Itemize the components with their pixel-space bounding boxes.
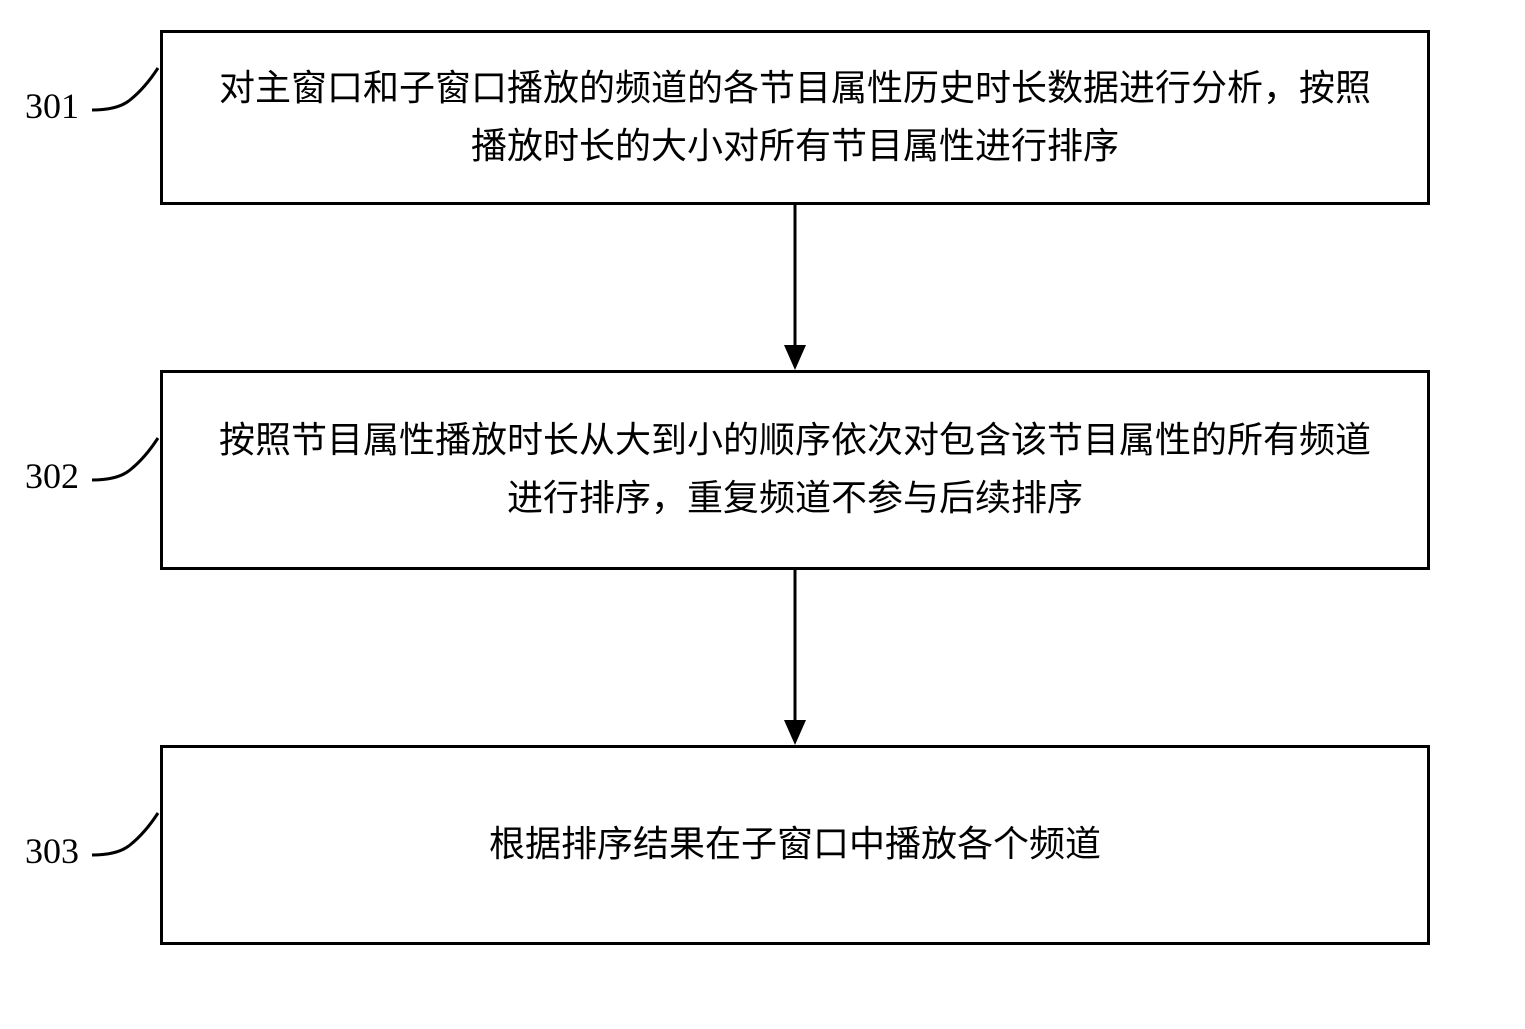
arrow-301-302 — [770, 205, 820, 375]
flowchart-node-303: 根据排序结果在子窗口中播放各个频道 — [160, 745, 1430, 945]
arrow-head — [784, 345, 806, 370]
arrow-302-303 — [770, 570, 820, 750]
flowchart-node-301: 对主窗口和子窗口播放的频道的各节目属性历史时长数据进行分析，按照播放时长的大小对… — [160, 30, 1430, 205]
node-text: 按照节目属性播放时长从大到小的顺序依次对包含该节目属性的所有频道进行排序，重复频… — [203, 412, 1387, 527]
flowchart-container: 301 对主窗口和子窗口播放的频道的各节目属性历史时长数据进行分析，按照播放时长… — [0, 0, 1525, 1029]
flowchart-node-302: 按照节目属性播放时长从大到小的顺序依次对包含该节目属性的所有频道进行排序，重复频… — [160, 370, 1430, 570]
node-text: 根据排序结果在子窗口中播放各个频道 — [489, 816, 1101, 874]
node-text: 对主窗口和子窗口播放的频道的各节目属性历史时长数据进行分析，按照播放时长的大小对… — [203, 60, 1387, 175]
connector-path — [92, 813, 158, 855]
arrow-head — [784, 720, 806, 745]
